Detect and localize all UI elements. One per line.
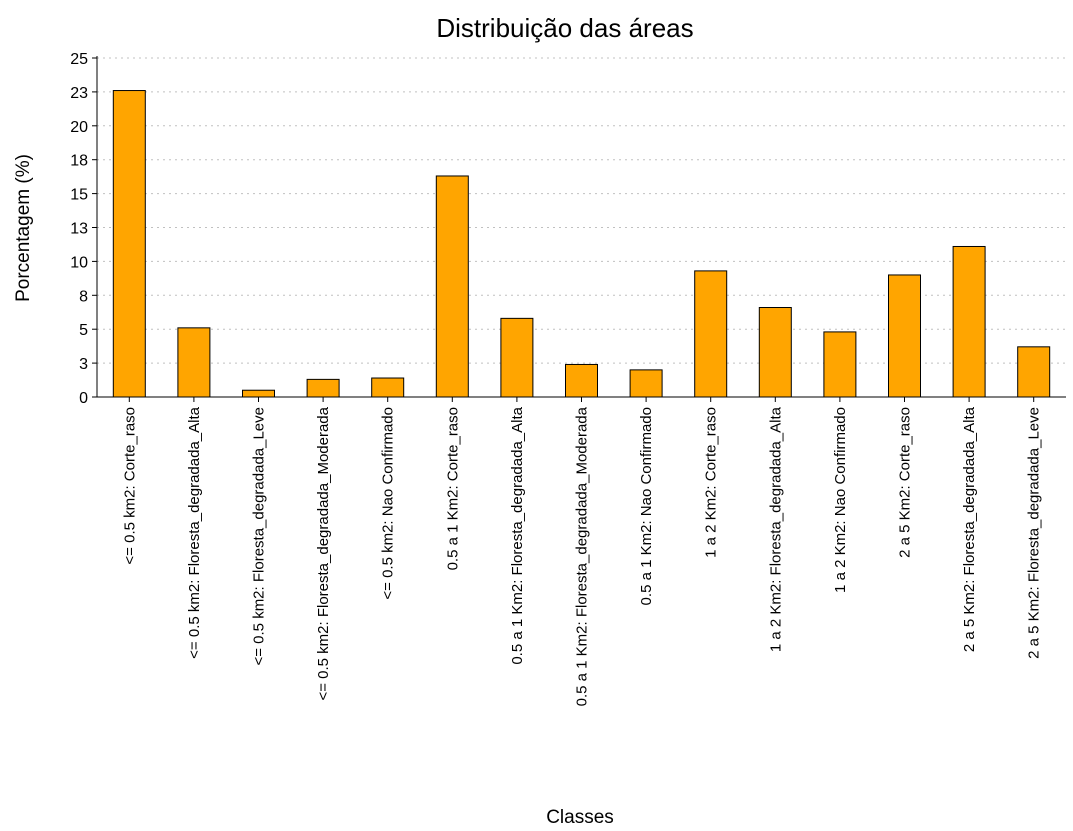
bar <box>435 175 469 398</box>
y-tick-label: 15 <box>70 187 88 204</box>
y-tick-label: 10 <box>70 254 88 271</box>
y-ticks: 0 3 5 8 10 13 15 18 20 23 25 <box>70 51 97 407</box>
x-tick-label: 1 a 2 Km2: Floresta_degradada_Alta <box>767 406 784 652</box>
x-tick-label: 0.5 a 1 Km2: Corte_raso <box>444 407 461 570</box>
x-tick-label: 0.5 a 1 Km2: Nao Confirmado <box>638 407 655 605</box>
bar <box>500 317 534 398</box>
y-tick-label: 13 <box>70 221 88 238</box>
bar <box>758 307 792 398</box>
x-tick-label: 0.5 a 1 Km2: Floresta_degradada_Alta <box>509 406 526 664</box>
y-tick-label: 18 <box>70 153 88 170</box>
y-tick-label: 0 <box>79 390 88 407</box>
x-tick-label: 2 a 5 Km2: Corte_raso <box>897 407 914 558</box>
x-axis-label: Classes <box>546 807 614 828</box>
y-tick-label: 20 <box>70 119 88 136</box>
bar <box>242 389 275 398</box>
y-tick-label: 23 <box>70 85 88 102</box>
bar <box>306 378 340 398</box>
bar <box>888 274 921 398</box>
y-tick-label: 8 <box>79 288 88 305</box>
bar <box>371 377 405 398</box>
y-axis-label: Porcentagem (%) <box>13 154 34 302</box>
x-tick-label: 1 a 2 Km2: Nao Confirmado <box>832 407 849 593</box>
y-tick-label: 5 <box>79 322 88 339</box>
x-tick-label: 2 a 5 Km2: Floresta_degradada_Alta <box>961 406 978 652</box>
bar <box>823 331 857 398</box>
bar <box>952 245 986 398</box>
x-tick-label: <= 0.5 km2: Floresta_degradada_Leve <box>251 407 268 666</box>
y-tick-label: 25 <box>70 51 88 68</box>
x-tick-label: 1 a 2 Km2: Corte_raso <box>703 407 720 558</box>
bar <box>694 270 728 398</box>
bar <box>177 327 211 398</box>
bar <box>112 90 146 398</box>
x-tick-label: <= 0.5 km2: Nao Confirmado <box>380 407 397 600</box>
x-tick-label: 0.5 a 1 Km2: Floresta_degradada_Moderada <box>574 406 591 706</box>
x-ticks: <= 0.5 km2: Corte_raso <= 0.5 km2: Flores… <box>121 397 1043 706</box>
x-tick-label: 2 a 5 Km2: Floresta_degradada_Leve <box>1026 407 1043 659</box>
y-tick-label: 3 <box>79 356 88 373</box>
x-tick-label: <= 0.5 km2: Corte_raso <box>121 407 138 565</box>
chart-title: Distribuição das áreas <box>436 13 693 43</box>
bar <box>1017 346 1051 398</box>
x-tick-label: <= 0.5 km2: Floresta_degradada_Moderada <box>315 406 332 700</box>
bar <box>629 369 663 398</box>
x-tick-label: <= 0.5 km2: Floresta_degradada_Alta <box>186 406 203 658</box>
bar <box>565 363 598 398</box>
bars <box>112 90 1051 398</box>
